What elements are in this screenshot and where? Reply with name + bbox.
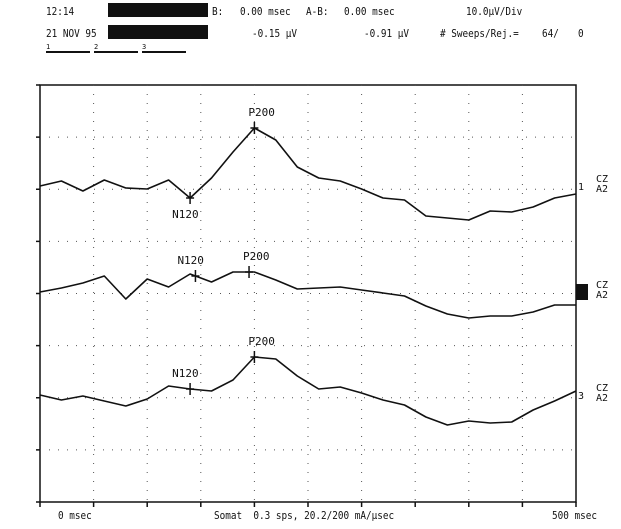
patient-name-redacted <box>108 3 208 17</box>
cursor-ab-amplitude: -0.91 µV <box>364 27 410 40</box>
rejects-value: 0 <box>578 27 584 40</box>
derivation-label-bottom: A2 <box>596 290 608 301</box>
derivation-label-bottom: A2 <box>596 393 608 404</box>
cursor-b-time: 0.00 msec <box>240 5 291 18</box>
sweeps-label: # Sweeps/Rej.= <box>440 27 519 40</box>
trace-tab-2[interactable]: 2 <box>94 44 138 53</box>
peak-label-n120: N120 <box>177 254 204 267</box>
x-axis-end-label: 500 msec <box>552 509 598 522</box>
cursor-ab-time: 0.00 msec <box>344 5 395 18</box>
cursor-b-amplitude: -0.15 µV <box>252 27 298 40</box>
derivation-label-top: CZ <box>596 383 608 394</box>
trace-tab-1[interactable]: 1 <box>46 44 90 53</box>
trace-3-line <box>39 356 577 426</box>
peak-label-n120: N120 <box>172 367 199 380</box>
date-display: 21 NOV 95 <box>46 27 97 40</box>
cursor-ab-label: A-B: <box>306 5 329 18</box>
trace-1-line <box>39 127 577 221</box>
peak-label-n120: N120 <box>172 208 199 221</box>
selected-trace-marker <box>576 284 588 300</box>
trace-2-line <box>39 271 576 319</box>
peak-label-p200: P200 <box>243 250 269 263</box>
patient-id-redacted <box>108 25 208 39</box>
derivation-label-bottom: A2 <box>596 184 608 195</box>
trace-labels: 1CZA22CZA23CZA2 <box>576 174 608 404</box>
trace-number-3: 3 <box>578 391 584 402</box>
cursor-b-label: B: <box>212 5 224 18</box>
trace-group <box>39 127 577 426</box>
trace-tab-3[interactable]: 3 <box>142 44 186 53</box>
peak-label-p200: P200 <box>248 335 275 348</box>
x-axis-start-label: 0 msec <box>58 509 92 522</box>
trace-number-1: 1 <box>578 182 584 193</box>
time-display: 12:14 <box>46 5 75 18</box>
derivation-label-top: CZ <box>596 174 608 185</box>
stimulus-settings: Somat 0.3 sps, 20.2/200 mA/µsec <box>214 509 395 522</box>
derivation-label-top: CZ <box>596 280 608 291</box>
peak-marks: P200 N120 N120 P200 N120 P200 <box>172 106 275 395</box>
sensitivity-readout: 10.0µV/Div <box>466 5 523 18</box>
peak-label-p200: P200 <box>248 106 275 119</box>
plot-grid <box>36 84 577 507</box>
sweeps-value: 64/ <box>542 27 559 40</box>
